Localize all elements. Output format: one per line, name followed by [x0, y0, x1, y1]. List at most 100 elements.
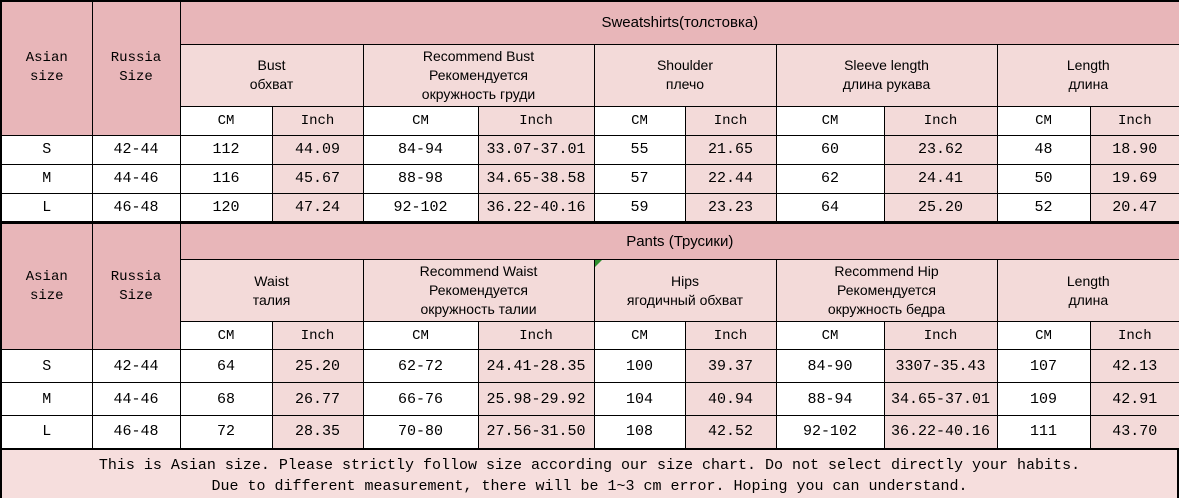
value-cell-inch: 42.52	[684, 415, 777, 449]
unit-cm-header: CM	[362, 321, 479, 350]
unit-cm-header: CM	[179, 321, 273, 350]
col-header-bust: Bust обхват	[179, 43, 364, 107]
value-cell-inch: 40.94	[684, 382, 777, 416]
value-cell-cm: 88-98	[362, 163, 479, 194]
col-header-shoulder: Shoulder плечо	[593, 43, 777, 107]
value-cell-inch: 25.20	[271, 349, 364, 383]
value-cell-cm: 116	[179, 163, 273, 194]
asian-size-header: Asian size	[0, 0, 93, 136]
unit-cm-header: CM	[593, 105, 686, 136]
unit-inch-header: Inch	[883, 321, 998, 350]
value-cell-inch: 28.35	[271, 415, 364, 449]
value-cell-cm: 55	[593, 134, 686, 165]
value-cell-inch: 24.41	[883, 163, 998, 194]
comment-marker-icon	[595, 260, 602, 267]
russia-size-cell: 46-48	[91, 192, 181, 223]
russia-size-cell: 44-46	[91, 163, 181, 194]
col-header-hips: Hips ягодичный обхват	[593, 259, 777, 322]
col-header-recommend-hip: Recommend Hip Рекомендуется окружность б…	[775, 259, 998, 322]
table-row: L 46-48 72 28.35 70-80 27.56-31.50 108 4…	[0, 415, 1179, 449]
russia-size-cell: 46-48	[91, 415, 181, 449]
value-cell-cm: 70-80	[362, 415, 479, 449]
size-cell: M	[0, 382, 93, 416]
size-cell: M	[0, 163, 93, 194]
value-cell-cm: 48	[996, 134, 1091, 165]
value-cell-inch: 23.23	[684, 192, 777, 223]
value-cell-inch: 47.24	[271, 192, 364, 223]
value-cell-inch: 42.91	[1089, 382, 1179, 416]
unit-cm-header: CM	[996, 321, 1091, 350]
unit-cm-header: CM	[775, 105, 885, 136]
russia-size-cell: 44-46	[91, 382, 181, 416]
pants-section-title: Pants (Трусики)	[179, 223, 1179, 260]
value-cell-cm: 84-94	[362, 134, 479, 165]
value-cell-cm: 92-102	[362, 192, 479, 223]
value-cell-inch: 34.65-37.01	[883, 382, 998, 416]
value-cell-cm: 66-76	[362, 382, 479, 416]
value-cell-cm: 59	[593, 192, 686, 223]
russia-size-header: Russia Size	[91, 223, 181, 350]
value-cell-cm: 109	[996, 382, 1091, 416]
unit-inch-header: Inch	[684, 321, 777, 350]
size-cell: S	[0, 134, 93, 165]
value-cell-cm: 72	[179, 415, 273, 449]
value-cell-inch: 44.09	[271, 134, 364, 165]
value-cell-cm: 60	[775, 134, 885, 165]
value-cell-cm: 92-102	[775, 415, 885, 449]
unit-cm-header: CM	[362, 105, 479, 136]
footer-line-2: Due to different measurement, there will…	[211, 477, 968, 495]
unit-inch-header: Inch	[883, 105, 998, 136]
value-cell-cm: 57	[593, 163, 686, 194]
col-header-sleeve-length: Sleeve length длина рукава	[775, 43, 998, 107]
col-header-recommend-bust: Recommend Bust Рекомендуется окружность …	[362, 43, 595, 107]
value-cell-cm: 100	[593, 349, 686, 383]
sweatshirts-section-title: Sweatshirts(толстовка)	[179, 0, 1179, 45]
table-row: M 44-46 116 45.67 88-98 34.65-38.58 57 2…	[0, 163, 1179, 194]
value-cell-inch: 34.65-38.58	[477, 163, 595, 194]
value-cell-inch: 36.22-40.16	[883, 415, 998, 449]
unit-cm-header: CM	[593, 321, 686, 350]
russia-size-cell: 42-44	[91, 349, 181, 383]
value-cell-cm: 108	[593, 415, 686, 449]
value-cell-cm: 112	[179, 134, 273, 165]
russia-size-cell: 42-44	[91, 134, 181, 165]
size-cell: S	[0, 349, 93, 383]
col-header-length: Length длина	[996, 43, 1179, 107]
table-row: M 44-46 68 26.77 66-76 25.98-29.92 104 4…	[0, 382, 1179, 416]
value-cell-inch: 25.20	[883, 192, 998, 223]
unit-inch-header: Inch	[271, 105, 364, 136]
value-cell-inch: 19.69	[1089, 163, 1179, 194]
unit-cm-header: CM	[179, 105, 273, 136]
size-cell: L	[0, 415, 93, 449]
value-cell-cm: 64	[179, 349, 273, 383]
col-header-waist: Waist талия	[179, 259, 364, 322]
value-cell-cm: 52	[996, 192, 1091, 223]
value-cell-inch: 27.56-31.50	[477, 415, 595, 449]
value-cell-inch: 33.07-37.01	[477, 134, 595, 165]
value-cell-inch: 22.44	[684, 163, 777, 194]
value-cell-inch: 21.65	[684, 134, 777, 165]
unit-cm-header: CM	[775, 321, 885, 350]
value-cell-inch: 24.41-28.35	[477, 349, 595, 383]
value-cell-inch: 20.47	[1089, 192, 1179, 223]
value-cell-cm: 62	[775, 163, 885, 194]
unit-inch-header: Inch	[477, 321, 595, 350]
value-cell-inch: 26.77	[271, 382, 364, 416]
table-row: S 42-44 112 44.09 84-94 33.07-37.01 55 2…	[0, 134, 1179, 165]
russia-size-header: Russia Size	[91, 0, 181, 136]
value-cell-inch: 39.37	[684, 349, 777, 383]
sweatshirts-table: Asian size Russia Size Sweatshirts(толст…	[0, 0, 1179, 223]
pants-table: Asian size Russia Size Pants (Трусики) W…	[0, 223, 1179, 450]
value-cell-inch: 3307-35.43	[883, 349, 998, 383]
value-cell-cm: 88-94	[775, 382, 885, 416]
col-header-length: Length длина	[996, 259, 1179, 322]
table-row: L 46-48 120 47.24 92-102 36.22-40.16 59 …	[0, 192, 1179, 223]
value-cell-cm: 107	[996, 349, 1091, 383]
value-cell-cm: 68	[179, 382, 273, 416]
col-header-recommend-waist: Recommend Waist Рекомендуется окружность…	[362, 259, 595, 322]
value-cell-cm: 120	[179, 192, 273, 223]
value-cell-cm: 111	[996, 415, 1091, 449]
value-cell-inch: 23.62	[883, 134, 998, 165]
size-cell: L	[0, 192, 93, 223]
footer-line-1: This is Asian size. Please strictly foll…	[98, 456, 1081, 474]
